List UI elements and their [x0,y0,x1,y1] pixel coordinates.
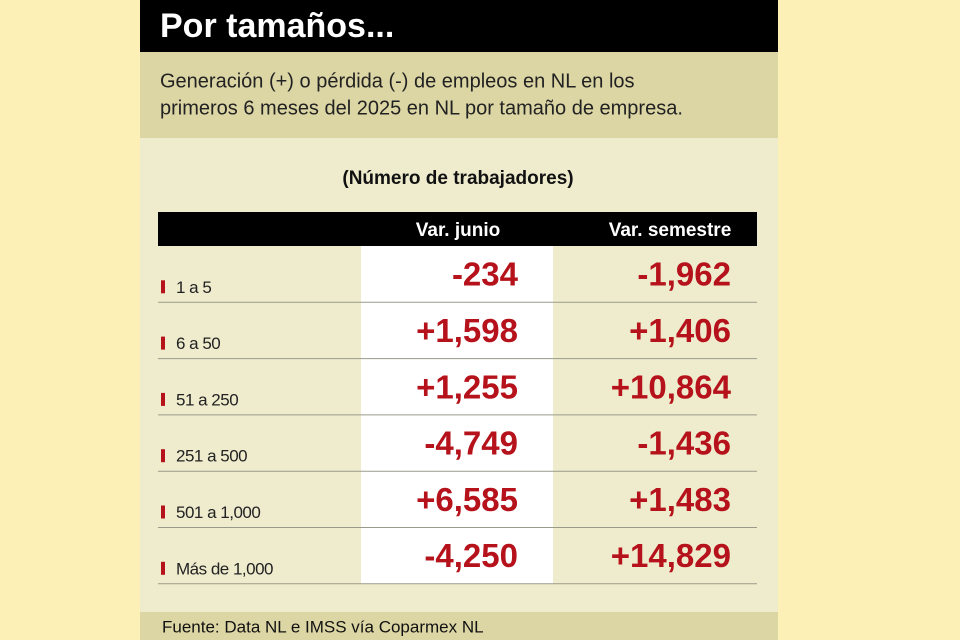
cell-value: -4,250 [424,537,518,574]
row-marker [161,336,165,350]
column-header: Var. semestre [609,220,732,241]
row-marker [161,280,165,294]
title-bar [140,0,778,52]
source: Fuente: Data NL e IMSS vía Coparmex NL [162,617,484,636]
row-label: 501 a 1,000 [176,503,260,522]
cell-value: +10,864 [611,368,732,405]
cell-value: +1,483 [629,481,731,518]
table-header-bar [158,212,757,246]
row-label: 251 a 500 [176,447,247,466]
cell-value: +6,585 [416,481,518,518]
table-rows: 1 a 5 -234 -1,962 6 a 50 +1,598 +1,406 51 a 25… [158,256,757,585]
table-caption: (Número de trabajadores) [342,168,573,189]
cell-value: -4,749 [424,425,518,462]
row-marker [161,561,165,575]
cell-value: -1,962 [637,256,731,293]
subtitle-panel [140,52,778,138]
subtitle-line: primeros 6 meses del 2025 en NL por tama… [160,97,683,119]
title: Por tamaños... [160,7,394,45]
footer-panel [140,612,778,640]
row-marker [161,392,165,406]
row-label: 1 a 5 [176,278,211,297]
cell-value: +14,829 [611,537,731,574]
row-label: 6 a 50 [176,334,220,353]
cell-value: +1,406 [629,312,731,349]
subtitle-line: Generación (+) o pérdida (-) de empleos … [160,70,635,92]
cell-value: -234 [452,256,519,293]
cell-value: +1,255 [416,368,518,405]
row-label: Más de 1,000 [176,559,273,578]
row-marker [161,449,165,463]
cell-value: +1,598 [416,312,518,349]
column-header: Var. junio [416,220,500,241]
row-marker [161,505,165,519]
row-label: 51 a 250 [176,390,238,409]
cell-value: -1,436 [637,425,731,462]
